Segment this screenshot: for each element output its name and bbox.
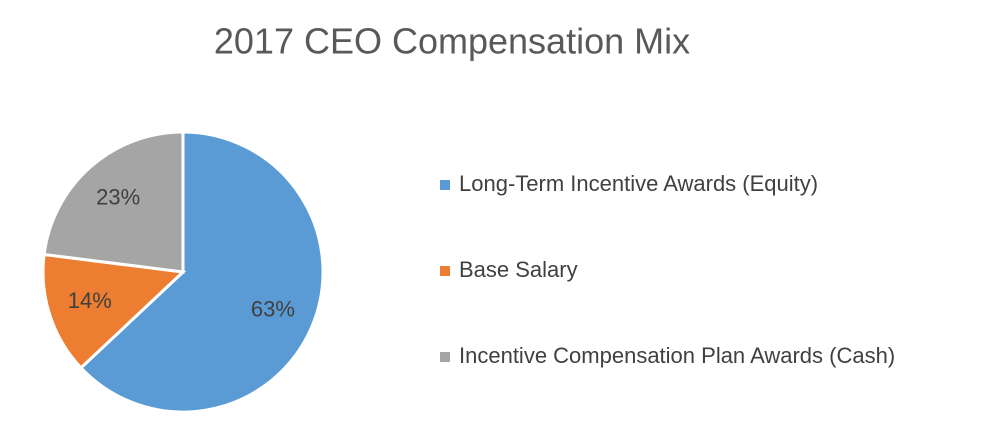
- legend-swatch: [440, 352, 450, 362]
- pie-slice: [42, 130, 185, 274]
- legend-label: Long-Term Incentive Awards (Equity): [459, 171, 818, 196]
- pie-slice: [41, 252, 187, 370]
- legend-label: Base Salary: [459, 257, 578, 282]
- legend-label: Incentive Compensation Plan Awards (Cash…: [459, 343, 895, 368]
- legend-swatch: [440, 180, 450, 190]
- legend-swatch: [440, 266, 450, 276]
- data-label: 23%: [96, 184, 140, 209]
- pie-slice: [78, 130, 325, 414]
- chart-title: 2017 CEO Compensation Mix: [214, 21, 690, 62]
- data-label: 63%: [251, 297, 295, 322]
- data-label: 14%: [68, 288, 112, 313]
